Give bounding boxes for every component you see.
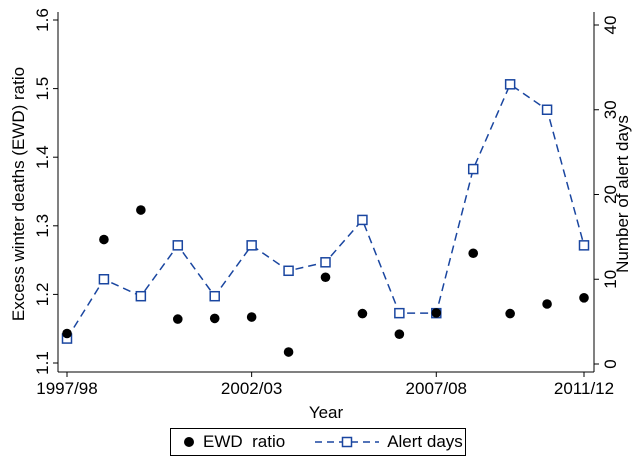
y-right-tick-label: 40 (601, 16, 620, 35)
y-left-tick-label: 1.1 (33, 351, 52, 375)
y-left-tick-label: 1.2 (33, 283, 52, 307)
legend-label-ewd-ratio: EWD ratio (203, 432, 286, 451)
x-tick-label: 1997/98 (36, 379, 97, 398)
ewd-ratio-point (579, 293, 589, 303)
dashed-line-square-icon (315, 436, 380, 448)
alert-days-point (320, 257, 331, 268)
alert-days-point (98, 274, 110, 285)
ewd-ratio-point (431, 308, 442, 318)
alert-days-point (504, 79, 516, 90)
filled-circle-icon (184, 437, 194, 447)
legend-item-ewd-ratio: EWD ratio (183, 432, 285, 452)
ewd-ratio-point (394, 329, 405, 339)
x-tick-label: 2002/03 (221, 379, 282, 398)
x-tick-label: 2011/12 (554, 379, 614, 398)
y-right-tick-label: 30 (601, 100, 620, 119)
alert-days-point (172, 240, 184, 251)
alert-days-point (246, 240, 257, 251)
legend-item-alert-days: Alert days (315, 432, 463, 452)
x-tick-label: 2007/08 (406, 379, 467, 398)
alert-days-point (467, 163, 479, 175)
y-left-tick-label: 1.3 (33, 214, 52, 238)
y-left-tick-label: 1.5 (33, 77, 52, 101)
ewd-ratio-point (62, 328, 72, 339)
y-right-tick-label: 10 (601, 270, 620, 289)
ewd-ratio-point (283, 347, 294, 357)
ewd-ratio-point (542, 299, 552, 309)
x-axis-label: Year (309, 403, 344, 422)
alert-days-point (394, 307, 405, 319)
legend: EWD ratio Alert days (170, 428, 466, 456)
y-right-tick-label: 20 (601, 185, 620, 204)
y-axis-right-label: Number of alert days (613, 115, 632, 273)
ewd-ratio-point (99, 234, 109, 245)
ewd-ratio-point (209, 313, 220, 324)
y-axis-left-label: Excess winter deaths (EWD) ratio (9, 67, 28, 321)
alert-days-point (283, 265, 294, 277)
y-left-tick-label: 1.6 (33, 8, 52, 32)
ewd-ratio-point (320, 272, 331, 283)
y-left-tick-label: 1.4 (33, 145, 52, 169)
y-right-tick-label: 0 (601, 359, 620, 368)
ewd-ratio-point (468, 248, 479, 259)
marks (61, 79, 590, 357)
ewd-ratio-point (357, 308, 368, 319)
ewd-ratio-point (136, 205, 146, 215)
ewd-ratio-point (172, 314, 183, 324)
alert-days-point (357, 214, 368, 226)
alert-days-point (578, 240, 590, 251)
alert-days-point (135, 290, 147, 302)
alert-days-point (209, 290, 220, 302)
ewd-ratio-point (505, 308, 515, 319)
axes: 1.1 1.2 1.3 1.4 1.5 1.6 0 10 20 30 40 1997/98 2002/0… (33, 8, 620, 398)
legend-label-alert-days: Alert days (387, 432, 463, 451)
ewd-ratio-point (246, 312, 257, 322)
alert-days-point (541, 104, 553, 115)
